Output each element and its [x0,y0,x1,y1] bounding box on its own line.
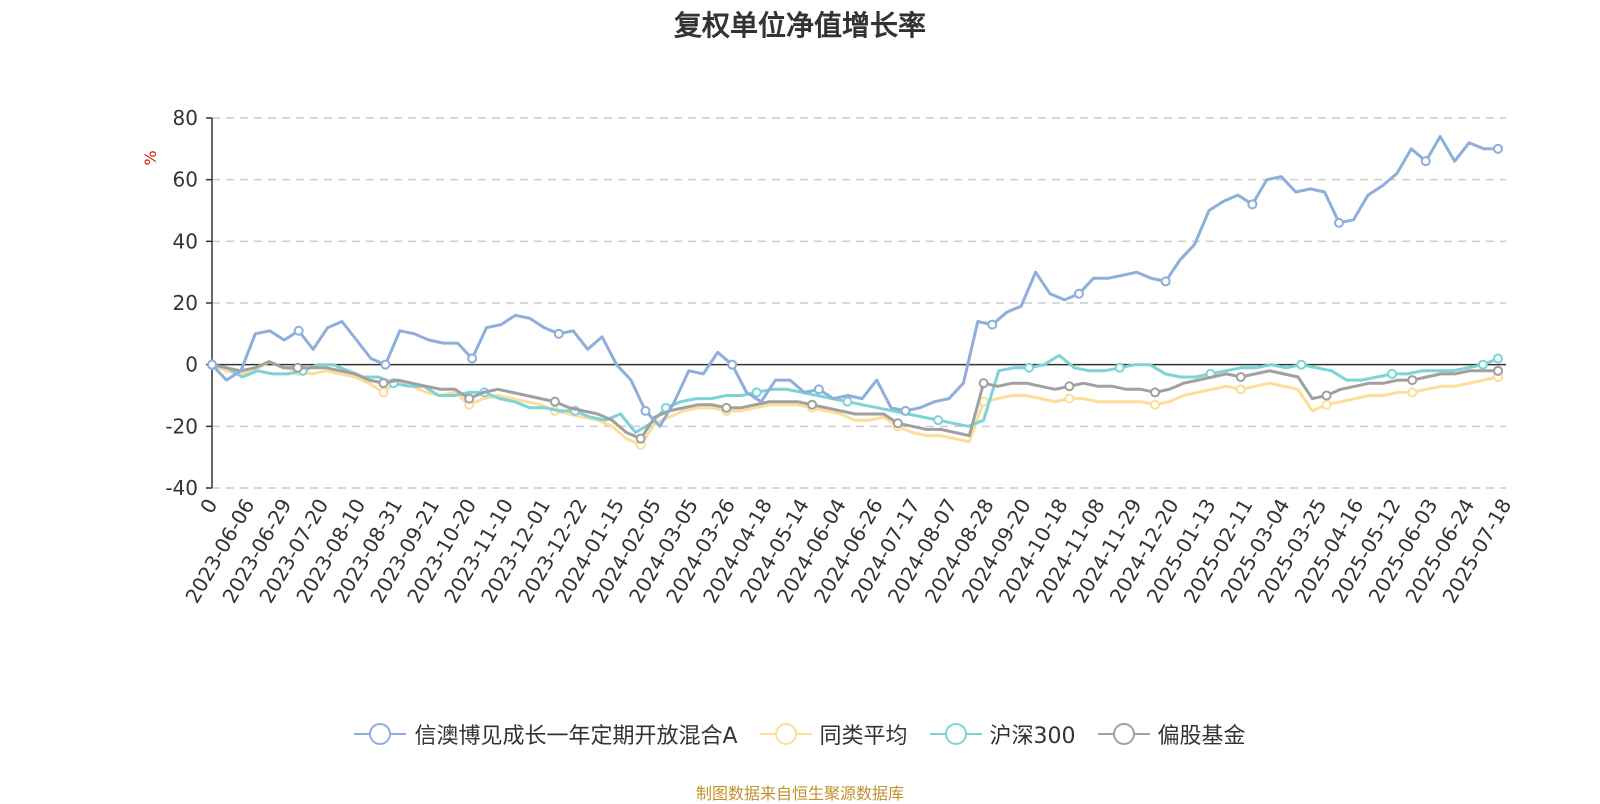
data-point [978,378,989,389]
data-point [1420,156,1431,167]
data-point [1334,217,1345,228]
data-point [467,353,478,364]
data-point [900,405,911,416]
data-point [635,433,646,444]
data-point [1321,390,1332,401]
y-tick-label: 60 [173,168,198,192]
data-point [1493,143,1503,154]
gridlines [212,117,1506,489]
x-tick-label: 0 [195,495,222,518]
data-point [1247,199,1258,210]
x-tick-labels: 02023-06-062023-06-292023-07-202023-08-1… [180,495,1516,608]
data-point [1387,368,1398,379]
data-point [751,387,762,398]
data-point [1407,375,1418,386]
y-tick-labels: -40 -20 0 20 40 60 80 [165,106,198,500]
data-point [933,415,944,426]
data-point [380,359,391,370]
data-point [1150,399,1161,410]
data-point [842,396,853,407]
series-line [211,360,1498,441]
data-point [1235,372,1246,382]
series-line [210,135,1498,428]
legend-item[interactable]: 偏股基金 [1097,718,1246,750]
data-point [1150,387,1161,398]
data-point [378,387,389,398]
legend: 信澳博见成长一年定期开放混合A 同类平均 沪深300 偏股基金 [0,718,1600,750]
data-point [553,328,564,339]
data-point [640,405,651,416]
data-point [892,418,903,429]
data-point [1160,276,1171,287]
data-point [1064,393,1075,404]
legend-swatch-icon [929,723,982,745]
data-point [207,359,217,370]
data-point [727,359,738,370]
y-tick-label: 40 [173,229,198,253]
legend-item[interactable]: 信澳博见成长一年定期开放混合A [354,718,738,750]
y-tick-label: 0 [185,353,198,377]
legend-label: 偏股基金 [1157,724,1246,749]
data-point [1023,362,1034,373]
data-point [987,319,998,330]
legend-label: 同类平均 [819,724,908,749]
data-point [813,384,824,395]
data-point [1477,359,1488,370]
data-point [1493,365,1503,376]
series-lines [207,135,1503,450]
data-point [1064,381,1075,392]
data-point [1493,353,1503,364]
data-point [1073,288,1084,299]
legend-label: 信澳博见成长一年定期开放混合A [414,724,738,749]
data-point [1235,384,1246,395]
data-point [464,393,475,404]
data-point [292,362,303,373]
data-point [378,378,389,389]
legend-swatch-icon [759,723,812,745]
data-point [1407,387,1418,398]
legend-swatch-icon [1097,723,1150,745]
legend-swatch-icon [354,723,407,745]
y-tick-label: 20 [173,291,198,315]
data-point [1114,362,1125,373]
data-point [549,396,560,407]
legend-item[interactable]: 沪深300 [929,718,1076,750]
data-point [1296,359,1307,370]
series-line [211,360,1499,447]
y-axis-label: % [141,150,160,165]
y-tick-label: -20 [165,414,198,438]
y-tick-label: -40 [165,476,198,500]
y-tick-label: 80 [173,106,198,130]
data-point [293,325,304,336]
data-point [1321,399,1332,410]
source-note: 制图数据来自恒生聚源数据库 [695,784,904,803]
legend-label: 沪深300 [989,724,1076,749]
chart-title: 复权单位净值增长率 [673,9,926,42]
legend-item[interactable]: 同类平均 [759,718,908,750]
data-point [807,399,818,410]
data-point [721,402,732,413]
